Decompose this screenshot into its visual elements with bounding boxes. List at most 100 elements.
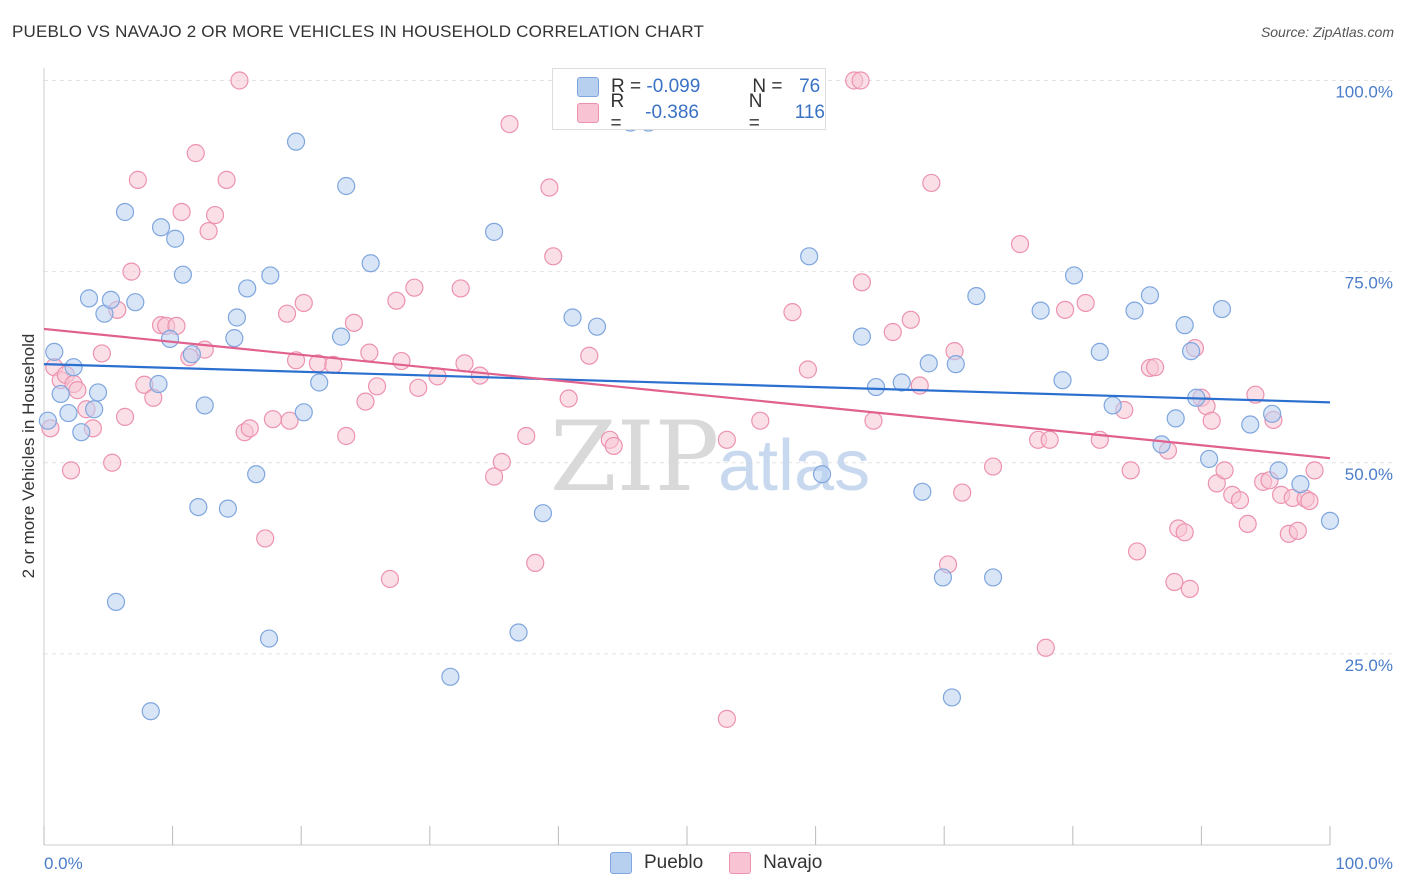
pueblo-point — [1320, 511, 1340, 530]
navajo-point — [1215, 461, 1234, 480]
pueblo-point — [182, 345, 201, 364]
pueblo-point — [151, 218, 171, 237]
navajo-point — [405, 278, 424, 297]
pueblo-swatch — [577, 77, 599, 97]
pueblo-point — [106, 592, 126, 611]
pueblo-point — [587, 317, 607, 336]
watermark-atlas: atlas — [718, 426, 870, 506]
pueblo-point — [919, 354, 938, 373]
navajo-point — [798, 360, 817, 379]
pueblo-point — [485, 222, 504, 241]
navajo-point — [294, 293, 313, 313]
navajo-point — [392, 351, 411, 371]
pueblo-point — [72, 423, 91, 442]
pueblo-point — [1269, 461, 1288, 480]
navajo-point — [1230, 491, 1250, 510]
pueblo-point — [45, 342, 64, 361]
pueblo-point — [218, 499, 237, 518]
pueblo-point — [533, 504, 553, 523]
pueblo-point — [85, 400, 104, 419]
pueblo-point — [1090, 342, 1109, 361]
pueblo-point — [310, 373, 329, 392]
series-legend: Pueblo Navajo — [610, 852, 848, 874]
navajo-point — [1055, 300, 1075, 319]
pueblo-point — [149, 374, 168, 394]
pueblo-point — [195, 396, 214, 415]
navajo-point — [451, 279, 470, 298]
pueblo-point — [88, 383, 108, 402]
navajo-point — [356, 392, 375, 411]
pueblo-point — [1125, 301, 1144, 320]
pueblo-point — [1053, 371, 1072, 390]
navajo-point — [883, 322, 902, 342]
navajo-point — [922, 173, 941, 193]
navajo-point — [1202, 411, 1221, 430]
navajo-point — [1036, 638, 1055, 657]
navajo-point — [337, 426, 356, 446]
navajo-point — [256, 529, 275, 548]
pueblo-point — [286, 132, 306, 151]
navajo-point — [1146, 358, 1165, 377]
navajo-point — [1121, 461, 1140, 480]
navajo-point — [186, 144, 205, 163]
navajo-point — [485, 467, 504, 486]
navajo-point — [851, 71, 870, 90]
navajo-point — [1010, 235, 1030, 254]
pueblo-point — [1200, 449, 1219, 469]
navajo-point — [783, 303, 802, 322]
navajo-trendline — [43, 327, 1331, 460]
navajo-point — [852, 273, 871, 292]
navajo-point — [1300, 491, 1319, 511]
pueblo-point — [247, 465, 266, 484]
navajo-r-label: R = — [610, 91, 625, 134]
pueblo-point — [160, 329, 180, 349]
pueblo-point — [852, 327, 871, 346]
pueblo-point — [1175, 316, 1194, 335]
trendlines — [43, 327, 1331, 460]
pueblo-point — [1103, 396, 1122, 415]
pueblo-legend-label: Pueblo — [644, 852, 704, 873]
navajo-point — [717, 430, 736, 449]
navajo-point — [387, 291, 406, 310]
pueblo-point — [259, 629, 279, 648]
navajo-point — [1165, 572, 1184, 592]
navajo-point — [380, 569, 400, 589]
pueblo-point — [227, 308, 246, 327]
pueblo-point — [967, 286, 986, 306]
navajo-point — [604, 436, 623, 456]
navajo-point — [128, 170, 147, 189]
pueblo-point — [331, 327, 351, 346]
source-credit: Source: ZipAtlas.com — [1260, 24, 1394, 40]
navajo-point — [559, 389, 578, 408]
pueblo-point — [1031, 301, 1050, 320]
navajo-point — [409, 378, 428, 397]
pueblo-point — [51, 384, 70, 404]
pueblo-point — [942, 688, 962, 707]
navajo-point — [1238, 514, 1257, 534]
pueblo-legend-swatch — [610, 852, 632, 874]
pueblo-point — [800, 247, 819, 266]
navajo-point — [517, 426, 536, 446]
navajo-point — [500, 114, 519, 134]
pueblo-point — [1152, 435, 1171, 454]
pueblo-point — [38, 411, 57, 430]
navajo-point — [1076, 293, 1095, 313]
pueblo-point — [1182, 342, 1201, 361]
pueblo-point — [866, 377, 886, 397]
pueblo-point — [1241, 415, 1260, 434]
navajo-point — [1305, 461, 1324, 480]
pueblo-point — [933, 568, 953, 587]
pueblo-point — [946, 355, 965, 374]
pueblo-point — [563, 308, 582, 327]
navajo-point — [240, 419, 259, 438]
navajo-point — [199, 222, 218, 241]
navajo-point — [544, 247, 563, 266]
navajo-point — [61, 461, 81, 480]
legend-row-navajo: R = -0.386 N = 116 — [577, 91, 825, 134]
navajo-n-label: N = — [748, 91, 763, 134]
navajo-point — [360, 343, 379, 362]
x-tick-label: 0.0% — [44, 854, 83, 873]
pueblo-point — [64, 358, 83, 377]
pueblo-point — [238, 279, 257, 298]
